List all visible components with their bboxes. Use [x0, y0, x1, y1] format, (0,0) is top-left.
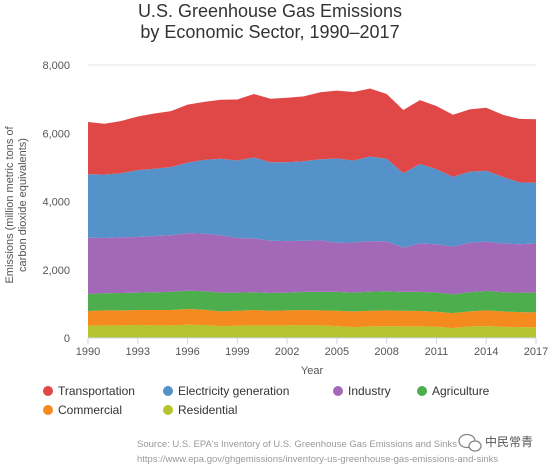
y-axis-title-line1: Emissions (million metric tons of [4, 126, 16, 284]
legend-marker [43, 405, 53, 415]
area-commercial [88, 309, 536, 329]
legend-label: Industry [348, 384, 391, 398]
axes: 0 2,000 4,000 6,000 8,000 1990 1993 1996 1999 200… [42, 60, 548, 358]
legend: Transportation Electricity generation Indu… [43, 384, 490, 417]
x-tick-label: 2008 [374, 346, 398, 358]
x-tick-label: 2017 [524, 346, 548, 358]
y-tick-label: 2,000 [42, 265, 70, 277]
x-tick-label: 2014 [474, 346, 498, 358]
legend-marker [163, 386, 173, 396]
watermark-text: 中民常青 [485, 434, 533, 449]
chat-bubble-icon [458, 433, 482, 452]
x-axis-title: Year [301, 365, 324, 377]
legend-label: Agriculture [432, 384, 490, 398]
x-tick-label: 1996 [175, 346, 199, 358]
watermark: 中民常青 [458, 433, 533, 452]
area-residential [88, 324, 536, 338]
source-line2: https://www.epa.gov/ghgemissions/invento… [137, 454, 498, 465]
x-tick-label: 2002 [275, 346, 299, 358]
legend-marker [333, 386, 343, 396]
area-agriculture [88, 290, 536, 314]
y-tick-label: 4,000 [42, 197, 70, 209]
legend-label: Commercial [58, 403, 122, 417]
legend-item-residential[interactable]: Residential [163, 403, 237, 417]
chart-title-line1: U.S. Greenhouse Gas Emissions [138, 1, 402, 21]
legend-item-commercial[interactable]: Commercial [43, 403, 122, 417]
x-tick-label: 2011 [425, 346, 449, 358]
chart-title-line2: by Economic Sector, 1990–2017 [140, 22, 399, 42]
legend-item-industry[interactable]: Industry [333, 384, 391, 398]
y-axis-title-line2: carbon dioxide equivalents) [17, 138, 29, 272]
legend-marker [43, 386, 53, 396]
area-series-group [88, 88, 536, 338]
legend-label: Transportation [58, 384, 135, 398]
legend-item-transportation[interactable]: Transportation [43, 384, 135, 398]
legend-marker [417, 386, 427, 396]
y-tick-label: 8,000 [42, 60, 70, 72]
area-transportation [88, 88, 536, 183]
area-electricity-generation [88, 156, 536, 248]
legend-label: Electricity generation [178, 384, 289, 398]
legend-label: Residential [178, 403, 237, 417]
legend-marker [163, 405, 173, 415]
x-tick-label: 1993 [126, 346, 150, 358]
area-industry [88, 233, 536, 295]
y-tick-label: 6,000 [42, 128, 70, 140]
x-tick-label: 1999 [225, 346, 249, 358]
x-tick-label: 2005 [325, 346, 349, 358]
legend-item-agriculture[interactable]: Agriculture [417, 384, 490, 398]
y-tick-label: 0 [64, 333, 70, 345]
x-tick-label: 1990 [76, 346, 100, 358]
source-line1: Source: U.S. EPA's Inventory of U.S. Gre… [137, 439, 457, 450]
legend-item-electricity-generation[interactable]: Electricity generation [163, 384, 289, 398]
